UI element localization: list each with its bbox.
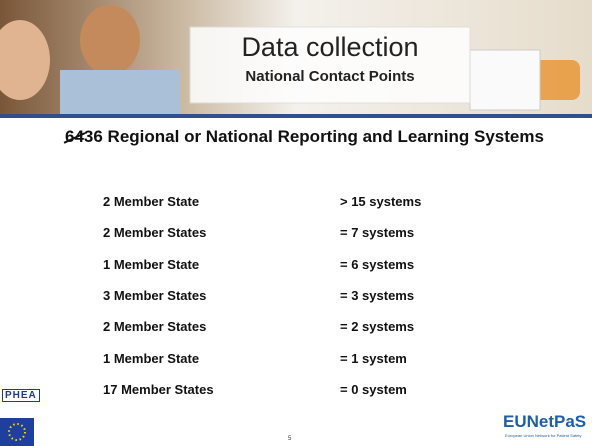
heading-text: 36 Regional or National Reporting and Le… (84, 127, 544, 146)
system-count: = 1 system (340, 351, 407, 366)
system-count: = 2 systems (340, 319, 414, 334)
system-count: = 7 systems (340, 225, 414, 240)
struck-number: 64 (65, 127, 84, 146)
member-states: 1 Member State (103, 257, 199, 272)
eu-flag (0, 418, 34, 446)
system-count: = 3 systems (340, 288, 414, 303)
title: Data collection (190, 32, 470, 63)
member-states: 3 Member States (103, 288, 206, 303)
heading: 6436 Regional or National Reporting and … (65, 121, 590, 153)
system-count: = 6 systems (340, 257, 414, 272)
member-states: 2 Member States (103, 319, 206, 334)
subtitle: National Contact Points (190, 68, 470, 85)
eunetpas-logo: EUNetPaS (503, 412, 586, 432)
phea-logo: PHEA (2, 389, 40, 402)
system-count: > 15 systems (340, 194, 421, 209)
eunetpas-subtitle: European Union Network for Patient Safet… (505, 433, 582, 438)
member-states: 2 Member State (103, 194, 199, 209)
member-states: 2 Member States (103, 225, 206, 240)
system-count: = 0 system (340, 382, 407, 397)
member-states: 1 Member State (103, 351, 199, 366)
page-number: 5 (288, 436, 291, 442)
slide: Data collection National Contact Points … (0, 0, 592, 446)
member-states: 17 Member States (103, 382, 214, 397)
